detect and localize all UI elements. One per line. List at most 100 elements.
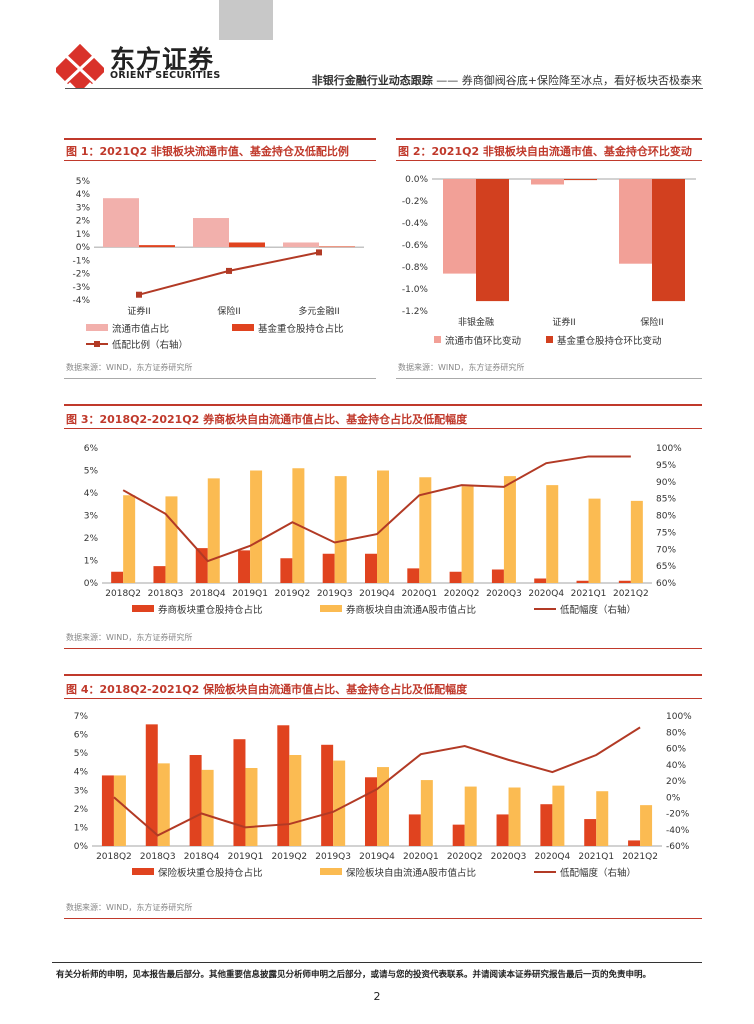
legend-label: 低配比例（右轴） xyxy=(112,339,188,351)
x-tick-label: 2019Q3 xyxy=(315,852,351,862)
bar-券商板块重仓股持仓占比 xyxy=(238,550,251,583)
y-tick-label: 0% xyxy=(76,243,91,253)
fig2-chart: 0.0% -0.2% -0.4% -0.6% -0.8% -1.0% -1.2% 非银金融 证券… xyxy=(402,175,696,347)
y2-tick-label: 60% xyxy=(666,745,686,755)
x-tick-label: 证券II xyxy=(127,305,150,317)
legend-swatch xyxy=(546,336,553,343)
y-tick-label: -1.2% xyxy=(402,307,429,317)
x-tick-label: 2021Q1 xyxy=(578,852,614,862)
x-tick-label: 2019Q4 xyxy=(359,852,395,862)
x-tick-label: 2018Q4 xyxy=(184,852,220,862)
y2-tick-label: 95% xyxy=(656,461,676,471)
y2-tick-label: 40% xyxy=(666,761,686,771)
orient-logo-icon xyxy=(56,44,104,88)
bar-券商板块自由流通A股市值占比 xyxy=(630,500,643,583)
y-tick-label: 1% xyxy=(74,823,89,833)
x-tick-label: 2019Q3 xyxy=(317,589,353,599)
legend-label: 券商板块自由流通A股市值占比 xyxy=(346,604,476,616)
brand-name-cn: 东方证券 xyxy=(110,45,215,74)
y-tick-label: 1% xyxy=(76,230,91,240)
x-tick-label: 2018Q3 xyxy=(148,589,184,599)
fig3-bottom-rule xyxy=(64,648,702,649)
bar-保险板块重仓股持仓占比 xyxy=(365,777,377,846)
bar-保险板块自由流通A股市值占比 xyxy=(640,805,653,846)
x-tick-label: 保险II xyxy=(640,316,663,328)
x-tick-label: 2020Q4 xyxy=(535,852,571,862)
x-tick-label: 2020Q3 xyxy=(486,589,522,599)
legend-swatch xyxy=(132,605,154,612)
bar-券商板块自由流通A股市值占比 xyxy=(461,486,474,583)
y2-tick-label: 75% xyxy=(656,528,676,538)
x-tick-label: 2020Q2 xyxy=(447,852,483,862)
fig2-source: 数据来源：WIND，东方证券研究所 xyxy=(398,363,525,372)
y2-tick-label: 0% xyxy=(666,793,681,803)
x-tick-label: 多元金融II xyxy=(298,305,339,317)
legend-label: 基金重仓股持仓环比变动 xyxy=(557,335,662,347)
y2-tick-label: 80% xyxy=(656,512,676,522)
header-decor-bar xyxy=(219,0,273,40)
x-tick-label: 2019Q1 xyxy=(232,589,268,599)
bar-基金重仓股持仓占比 xyxy=(139,245,175,248)
bar-保险板块重仓股持仓占比 xyxy=(540,804,553,846)
y2-tick-label: 70% xyxy=(656,545,676,555)
y-tick-label: -1.0% xyxy=(402,285,429,295)
bar-保险板块重仓股持仓占比 xyxy=(277,725,290,846)
bar-保险板块自由流通A股市值占比 xyxy=(377,767,389,846)
fig2-top-rule xyxy=(396,138,702,140)
y-tick-label: -1% xyxy=(72,256,90,266)
bar-基金重仓股持仓占比 xyxy=(229,242,265,248)
fig2-title-rule xyxy=(396,160,702,161)
fig1-chart: 5% 4% 3% 2% 1% 0% -1% -2% -3% -4% 证券II 保险II 多元金融II 流通… xyxy=(72,177,364,351)
bar-流通市值占比 xyxy=(103,198,139,248)
bar-券商板块自由流通A股市值占比 xyxy=(546,485,559,583)
y-tick-label: -2% xyxy=(72,270,90,280)
bar-保险板块自由流通A股市值占比 xyxy=(201,769,214,846)
bar-券商板块自由流通A股市值占比 xyxy=(377,470,389,583)
bar-保险板块重仓股持仓占比 xyxy=(189,755,202,846)
bar-券商板块自由流通A股市值占比 xyxy=(250,470,263,583)
bar-保险板块重仓股持仓占比 xyxy=(233,739,246,846)
x-tick-label: 2018Q2 xyxy=(96,852,132,862)
bar-券商板块重仓股持仓占比 xyxy=(111,571,124,583)
bar-保险板块重仓股持仓占比 xyxy=(321,744,334,846)
legend-swatch xyxy=(320,868,342,875)
fig3-title: 图 3：2018Q2-2021Q2 券商板块自由流通市值占比、基金持仓占比及低配… xyxy=(66,413,468,426)
y-tick-label: 4% xyxy=(84,489,99,499)
x-tick-label: 2019Q1 xyxy=(228,852,264,862)
x-tick-label: 保险II xyxy=(217,305,240,317)
bar-保险板块自由流通A股市值占比 xyxy=(289,755,302,846)
legend-swatch xyxy=(434,336,441,343)
y2-tick-label: 85% xyxy=(656,495,676,505)
bar-保险板块自由流通A股市值占比 xyxy=(596,791,609,846)
bar-券商板块重仓股持仓占比 xyxy=(365,553,377,583)
y-tick-label: 2% xyxy=(74,805,89,815)
bar-券商板块重仓股持仓占比 xyxy=(407,568,420,583)
x-tick-label: 2018Q4 xyxy=(190,589,226,599)
report-title: 非银行金融行业动态跟踪 —— 券商御阀谷底+保险降至冰点，看好板块否极泰来 xyxy=(312,72,702,88)
report-series: 非银行金融行业动态跟踪 xyxy=(311,74,433,87)
bar-保险板块自由流通A股市值占比 xyxy=(113,775,126,846)
bar-基金重仓股持仓环比变动 xyxy=(564,179,597,181)
bar-保险板块重仓股持仓占比 xyxy=(584,819,597,846)
fig4-top-rule xyxy=(64,674,702,676)
fig4-source: 数据来源：WIND，东方证券研究所 xyxy=(66,903,193,912)
y-tick-label: 4% xyxy=(76,190,91,200)
bar-保险板块重仓股持仓占比 xyxy=(628,840,641,846)
bar-基金重仓股持仓环比变动 xyxy=(652,179,685,302)
line-marker xyxy=(316,249,322,256)
x-tick-label: 2020Q1 xyxy=(403,852,439,862)
bar-券商板块重仓股持仓占比 xyxy=(322,553,335,583)
bar-保险板块自由流通A股市值占比 xyxy=(464,786,477,846)
y-tick-label: 5% xyxy=(84,467,99,477)
x-tick-label: 2020Q4 xyxy=(528,589,564,599)
bar-券商板块自由流通A股市值占比 xyxy=(123,495,136,583)
bar-券商板块自由流通A股市值占比 xyxy=(165,496,178,583)
y-tick-label: 5% xyxy=(76,177,91,187)
x-tick-label: 2021Q2 xyxy=(622,852,658,862)
y-tick-label: 0% xyxy=(74,842,89,852)
legend-label: 低配幅度（右轴） xyxy=(560,867,636,879)
x-tick-label: 2019Q4 xyxy=(359,589,395,599)
y-tick-label: 0.0% xyxy=(405,175,428,185)
footer-divider xyxy=(52,962,702,963)
x-tick-label: 2020Q2 xyxy=(444,589,480,599)
